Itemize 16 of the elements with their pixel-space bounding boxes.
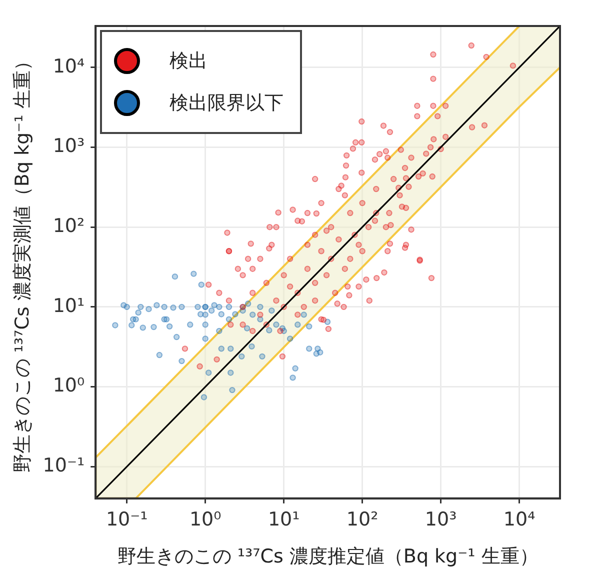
x-tick-label: 10⁻¹ [106, 508, 148, 531]
y-tick-label: 10¹ [52, 294, 85, 317]
y-tick-label: 10⁰ [52, 374, 85, 397]
x-tick-label: 10² [346, 508, 378, 531]
legend-label: 検出限界以下 [170, 91, 284, 116]
y-axis-title: 野生きのこの ¹³⁷Cs 濃度実測値（Bq kg⁻¹ 生重） [11, 52, 34, 473]
legend-label: 検出 [170, 49, 208, 74]
x-tick-label: 10³ [424, 508, 457, 531]
x-tick-label: 10⁴ [503, 508, 536, 531]
y-tick-label: 10² [52, 215, 85, 238]
y-tick-label: 10³ [52, 135, 85, 158]
y-tick-label: 10⁻¹ [42, 454, 85, 477]
y-tick-label: 10⁴ [52, 55, 85, 78]
x-tick-label: 10⁰ [189, 508, 222, 531]
x-tick-label: 10¹ [268, 508, 300, 531]
x-axis-title: 野生きのこの ¹³⁷Cs 濃度推定値（Bq kg⁻¹ 生重） [117, 546, 538, 568]
